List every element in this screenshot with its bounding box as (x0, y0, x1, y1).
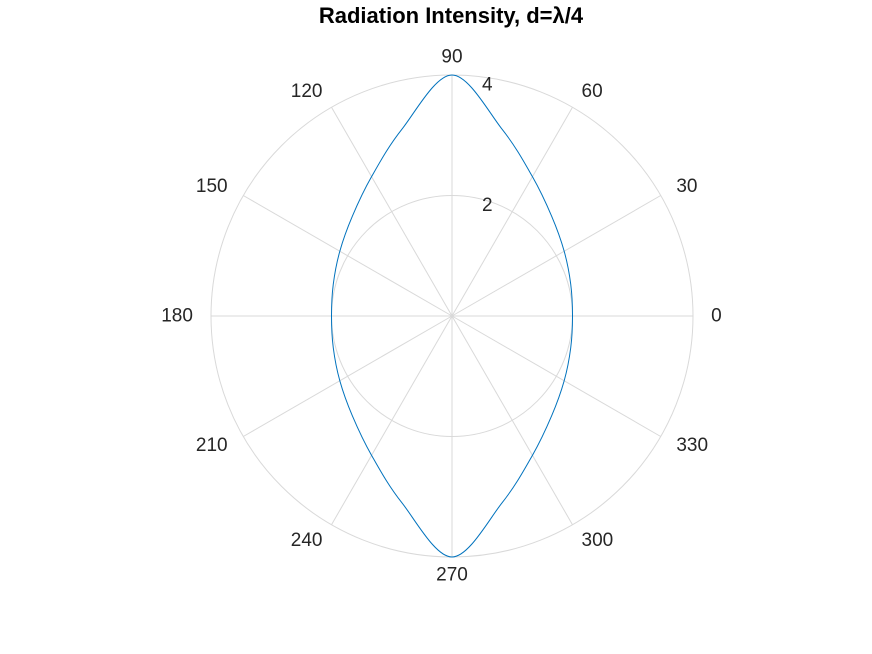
theta-tick-label: 60 (582, 81, 603, 102)
grid-spoke-240 (331, 315, 453, 525)
grid-spoke-150 (243, 195, 453, 317)
series-layer (330, 74, 574, 558)
theta-tick-label: 210 (196, 435, 228, 456)
angular-grid (211, 75, 693, 557)
grid-spoke-330 (451, 315, 661, 437)
grid-spoke-300 (451, 315, 573, 525)
r-tick-labels: 24 (482, 75, 493, 217)
theta-tick-label: 270 (436, 565, 468, 586)
theta-tick-label: 300 (582, 530, 614, 551)
grid-spoke-30 (451, 195, 661, 317)
theta-tick-label: 30 (676, 176, 697, 197)
theta-tick-label: 180 (161, 306, 193, 327)
r-tick-label: 4 (482, 75, 493, 96)
theta-tick-label: 150 (196, 176, 228, 197)
theta-tick-label: 330 (676, 435, 708, 456)
theta-tick-label: 240 (291, 530, 323, 551)
grid-spoke-60 (451, 107, 573, 317)
r-tick-label: 2 (482, 195, 493, 216)
chart-title: Radiation Intensity, d=λ/4 (319, 3, 584, 28)
theta-tick-label: 0 (711, 306, 722, 327)
theta-tick-labels: 0 30 60 90 120 150 180 210 240 270 300 330 (161, 46, 721, 585)
theta-tick-label: 120 (291, 81, 323, 102)
series-line-0 (330, 74, 574, 558)
theta-tick-label: 90 (441, 46, 462, 67)
grid-spoke-120 (331, 107, 453, 317)
grid-spoke-210 (243, 315, 453, 437)
